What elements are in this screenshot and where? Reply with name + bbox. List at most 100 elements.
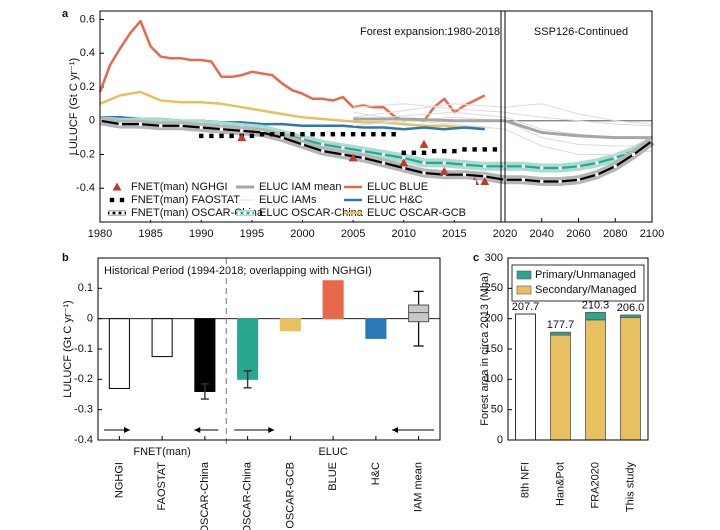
data-point <box>492 147 498 152</box>
x-tick-label: 2020 <box>493 228 517 240</box>
legend-label: ELUC OSCAR-GCB <box>367 207 466 219</box>
series-line <box>353 117 652 140</box>
box <box>408 304 430 323</box>
bar-segment <box>550 334 571 441</box>
legend-marker <box>109 211 113 215</box>
data-point <box>613 164 617 168</box>
data-point <box>521 164 526 168</box>
data-point <box>361 149 365 153</box>
y-axis-label: LULUCF (Gt C yr⁻¹) <box>68 58 80 155</box>
y-tick-label: 0.2 <box>80 81 95 93</box>
data-point <box>330 132 336 137</box>
legend-label: ELUC OSCAR-China <box>259 207 364 219</box>
y-tick-label: -0.4 <box>76 182 95 194</box>
data-point <box>259 132 265 137</box>
data-point <box>462 173 467 177</box>
plot-frame <box>507 257 649 441</box>
legend-label: ELUC IAM mean <box>259 181 342 193</box>
data-point <box>229 133 234 139</box>
x-tick-label: Han&Pot <box>554 462 566 506</box>
x-tick-label: 2005 <box>341 228 365 240</box>
data-point <box>300 132 305 137</box>
data-point <box>422 161 426 165</box>
data-point <box>381 152 386 157</box>
panel-label: a <box>62 8 69 20</box>
bar <box>322 280 344 320</box>
panel-title: Historical Period (1994-2018; overlappin… <box>104 265 372 277</box>
plot-frame <box>99 10 653 223</box>
y-axis-label: Forest area in circa 2013 (Mha) <box>479 272 491 425</box>
y-tick-label: -0.2 <box>76 148 95 160</box>
data-point <box>219 133 224 139</box>
y-tick-label: 0 <box>497 434 503 446</box>
x-tick-label: 1980 <box>88 228 112 240</box>
x-tick-label: NGHGI <box>113 462 125 498</box>
data-point <box>138 122 143 126</box>
data-point <box>558 166 562 170</box>
legend-swatch <box>516 285 532 295</box>
y-tick-label: 250 <box>485 282 503 294</box>
x-tick-label: 2100 <box>640 228 664 240</box>
data-point <box>439 166 449 175</box>
data-point <box>179 124 183 128</box>
data-point <box>341 146 345 150</box>
data-point <box>350 132 356 137</box>
y-tick-label: 200 <box>485 313 503 325</box>
legend-label: FNET(man) NGHGI <box>131 181 228 193</box>
legend-label: Primary/Unmanaged <box>535 269 636 281</box>
x-tick-label: 2040 <box>530 228 554 240</box>
bar <box>151 318 173 358</box>
data-point <box>595 173 599 177</box>
legend-marker <box>243 211 247 215</box>
arrow-head <box>268 427 275 433</box>
data-point <box>249 133 255 139</box>
legend-label: Secondary/Managed <box>535 284 637 296</box>
data-point <box>340 132 346 137</box>
y-tick-label: -0.4 <box>74 434 93 446</box>
data-point <box>595 161 599 165</box>
y-tick-label: 0 <box>89 115 95 127</box>
series-line <box>99 90 485 129</box>
data-point <box>320 132 325 137</box>
data-point <box>361 132 366 137</box>
data-point <box>472 147 477 152</box>
panel-label: c <box>473 252 479 264</box>
total-label: 177.7 <box>547 319 575 331</box>
bar-segment <box>620 314 641 318</box>
x-tick-label: OSCAR-China <box>242 461 254 530</box>
data-point <box>401 150 406 155</box>
data-point <box>402 166 406 170</box>
x-tick-label: OSCAR-GCB <box>284 462 296 529</box>
y-axis-label: LULUCF (Gt C yr⁻¹) <box>62 300 74 397</box>
data-point <box>482 147 487 152</box>
annotation: Forest expansion:1980-2018 <box>360 26 500 38</box>
legend-box <box>511 264 645 302</box>
y-tick-label: -0.3 <box>74 404 93 416</box>
data-point <box>411 150 417 155</box>
series-line <box>353 120 653 155</box>
bar-segment <box>620 317 641 441</box>
legend-marker <box>109 197 115 203</box>
y-tick-label: -0.2 <box>74 373 93 385</box>
bar <box>108 318 130 389</box>
data-point <box>462 162 467 167</box>
data-point <box>219 127 224 131</box>
y-tick-label: 0.4 <box>80 47 95 59</box>
legend-marker <box>112 182 122 191</box>
series-line <box>353 103 653 127</box>
data-point <box>442 148 447 154</box>
x-tick-label: 8th NFI <box>519 462 531 498</box>
x-tick-label: BLUE <box>327 462 339 491</box>
x-tick-label: 1995 <box>240 228 264 240</box>
y-tick-label: 0.6 <box>80 13 95 25</box>
y-tick-label: 150 <box>485 343 503 355</box>
legend-marker <box>237 211 241 215</box>
data-point <box>361 156 365 160</box>
data-point <box>199 125 203 130</box>
data-point <box>290 132 295 137</box>
data-point <box>237 133 247 142</box>
y-tick-label: 50 <box>491 404 503 416</box>
data-point <box>118 122 122 126</box>
legend-label: FNET(man) OSCAR-China <box>131 207 264 219</box>
